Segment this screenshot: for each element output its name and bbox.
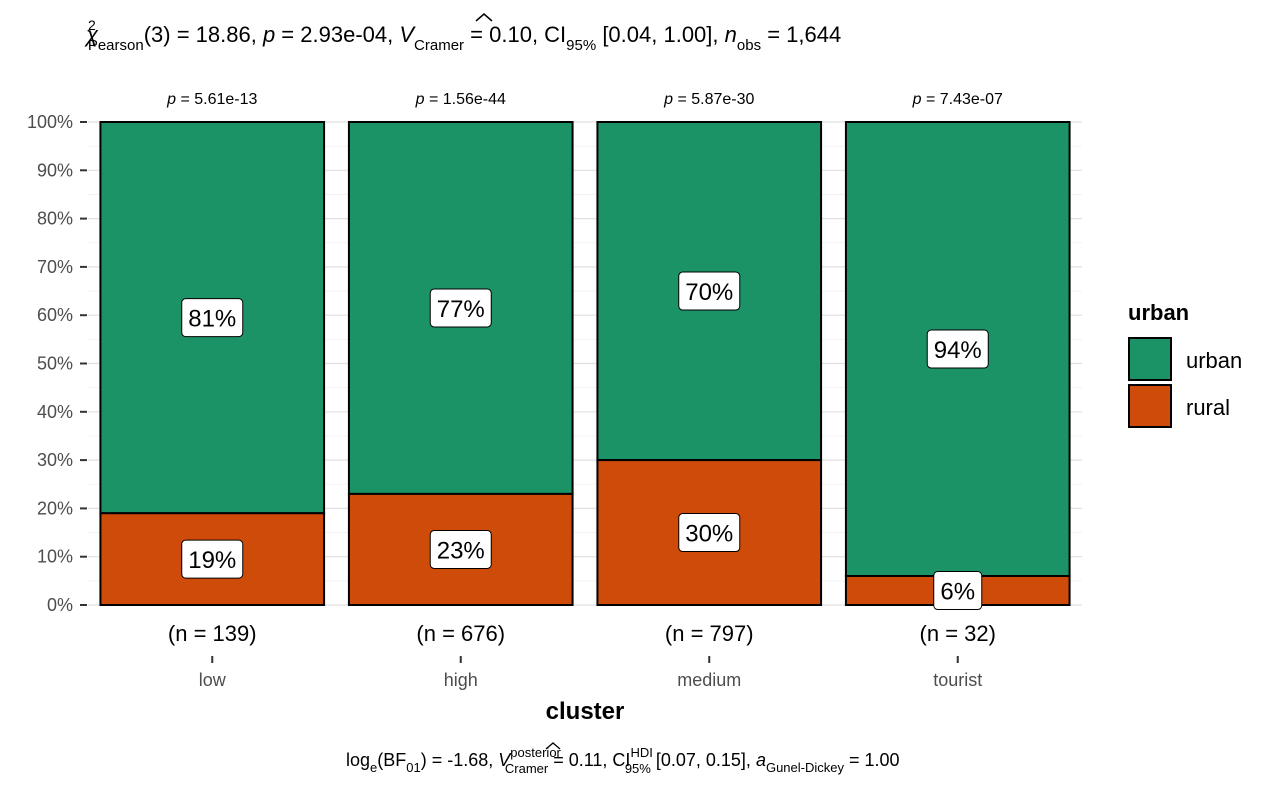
label-rural-tourist: 6%: [940, 579, 975, 606]
label-urban-tourist-box: [926, 329, 989, 369]
y-tick-label: 20%: [37, 498, 73, 518]
label-rural-high: 23%: [437, 537, 485, 564]
label-urban-medium: 70%: [685, 279, 733, 306]
label-urban-high-box: [429, 288, 492, 328]
x-tick-label: high: [444, 670, 478, 690]
x-axis: (n = 139) low (n = 676) high (n = 797) medium…: [168, 621, 996, 690]
label-rural-high-box: [429, 529, 492, 569]
y-tick-label: 100%: [27, 112, 73, 132]
label-urban-low: 81%: [188, 306, 236, 333]
y-tick-label: 40%: [37, 402, 73, 422]
x-tick-label: medium: [677, 670, 741, 690]
label-urban-tourist: 94%: [934, 337, 982, 364]
legend-label-urban: urban: [1186, 348, 1242, 373]
bars: 81% 19% p = 5.61e-13 77% 23% p = 1.56e-44 70% 3…: [99, 91, 1071, 611]
label-rural-medium: 30%: [685, 521, 733, 548]
y-tick-label: 10%: [37, 547, 73, 567]
count-label: (n = 797): [665, 621, 754, 646]
y-tick-label: 60%: [37, 305, 73, 325]
label-urban-medium-box: [678, 271, 741, 311]
legend-title: urban: [1128, 300, 1189, 325]
y-tick-label: 30%: [37, 450, 73, 470]
legend-label-rural: rural: [1186, 395, 1230, 420]
y-tick-label: 80%: [37, 209, 73, 229]
label-urban-low-box: [181, 298, 244, 338]
label-urban-high: 77%: [437, 296, 485, 323]
x-axis-title: cluster: [546, 698, 625, 725]
y-axis: 0% 10% 20% 30% 40% 50% 60% 70% 80% 90% 100%: [27, 112, 87, 615]
x-tick-label: low: [199, 670, 227, 690]
y-tick-label: 90%: [37, 160, 73, 180]
label-rural-low-box: [181, 539, 244, 579]
chart-caption: loge(BF01) = -1.68, Vposterior Cramer = 0…: [346, 745, 900, 776]
x-tick-label: tourist: [933, 670, 982, 690]
legend: urban urban rural: [1128, 300, 1242, 428]
legend-swatch-rural: [1128, 384, 1172, 428]
pvalue-label: p = 1.56e-44: [415, 91, 506, 108]
legend-swatch-urban: [1128, 337, 1172, 381]
count-label: (n = 139): [168, 621, 257, 646]
y-tick-label: 0%: [47, 595, 73, 615]
label-rural-low: 19%: [188, 547, 236, 574]
caption-v-hat-mark: [545, 742, 561, 750]
label-rural-tourist-box: [933, 571, 983, 611]
y-tick-label: 50%: [37, 354, 73, 374]
y-tick-label: 70%: [37, 257, 73, 277]
label-rural-medium-box: [678, 513, 741, 553]
pvalue-label: p = 5.87e-30: [663, 91, 754, 108]
v-hat-mark: [475, 13, 493, 22]
pvalue-label: p = 7.43e-07: [912, 91, 1003, 108]
count-label: (n = 676): [416, 621, 505, 646]
count-label: (n = 32): [920, 621, 996, 646]
chart-subtitle: χ2 Pearson(3) = 18.86, p = 2.93e-04, VCra…: [84, 17, 841, 54]
pvalue-label: p = 5.61e-13: [166, 91, 257, 108]
